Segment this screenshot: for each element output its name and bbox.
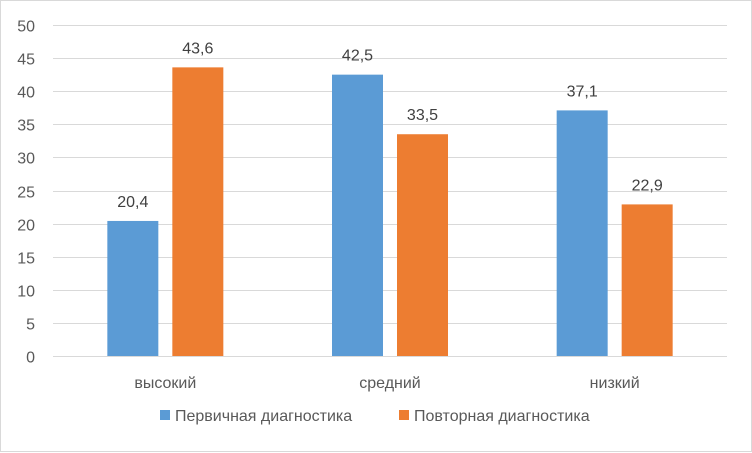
data-label: 43,6 xyxy=(182,40,213,57)
y-tick-label: 25 xyxy=(17,185,35,202)
bar-primary-2 xyxy=(556,110,608,356)
data-label: 20,4 xyxy=(117,194,148,211)
x-category-label: средний xyxy=(359,375,421,392)
data-label: 37,1 xyxy=(567,83,598,100)
x-axis-categories: высокий средний низкий xyxy=(134,375,639,392)
legend: Первичная диагностика Повторная диагности… xyxy=(160,408,590,425)
x-category-label: высокий xyxy=(134,375,196,392)
data-label: 33,5 xyxy=(407,107,438,124)
y-tick-label: 35 xyxy=(17,118,35,135)
bar-repeat-1 xyxy=(397,134,448,356)
data-labels: 20,4 43,6 42,5 33,5 37,1 22,9 xyxy=(117,40,663,211)
bar-repeat-0 xyxy=(172,67,224,357)
x-category-label: низкий xyxy=(590,375,640,392)
legend-label-1: Повторная диагностика xyxy=(414,408,590,425)
bar-repeat-2 xyxy=(621,204,673,356)
bars xyxy=(107,67,673,357)
y-tick-label: 0 xyxy=(26,350,35,367)
y-tick-label: 30 xyxy=(17,151,35,168)
y-tick-label: 5 xyxy=(26,317,35,334)
y-tick-label: 20 xyxy=(17,218,35,235)
y-tick-label: 45 xyxy=(17,52,35,69)
y-axis-ticks: 0 5 10 15 20 25 30 35 40 45 50 xyxy=(17,19,35,367)
y-tick-label: 40 xyxy=(17,85,35,102)
data-label: 42,5 xyxy=(342,48,373,65)
legend-label-0: Первичная диагностика xyxy=(175,408,352,425)
y-tick-label: 10 xyxy=(17,284,35,301)
data-label: 22,9 xyxy=(632,177,663,194)
y-tick-label: 15 xyxy=(17,251,35,268)
legend-swatch-1 xyxy=(399,410,409,420)
bar-primary-1 xyxy=(332,74,383,357)
bar-primary-0 xyxy=(107,220,159,356)
gridlines xyxy=(53,25,727,357)
y-tick-label: 50 xyxy=(17,19,35,36)
legend-swatch-0 xyxy=(160,410,170,420)
